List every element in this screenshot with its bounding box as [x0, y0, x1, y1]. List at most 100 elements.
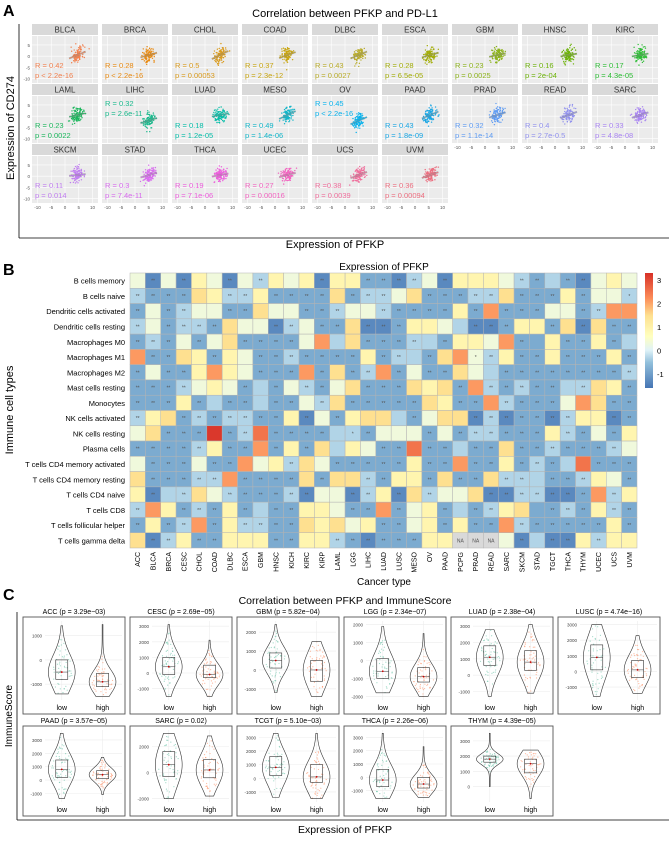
- data-point: [636, 664, 637, 665]
- significance-mark: **: [151, 279, 155, 285]
- group-label-low: low: [271, 705, 282, 712]
- significance-mark: **: [197, 340, 201, 346]
- data-point: [80, 107, 81, 108]
- data-point: [325, 668, 326, 669]
- data-point: [640, 58, 641, 59]
- significance-mark: **: [566, 493, 570, 499]
- data-point: [107, 680, 108, 681]
- heatmap-cell: [591, 502, 606, 517]
- data-point: [572, 104, 573, 105]
- data-point: [149, 131, 150, 132]
- data-point: [149, 114, 150, 115]
- data-point: [164, 688, 165, 689]
- significance-mark: **: [581, 386, 585, 392]
- data-point: [324, 680, 325, 681]
- data-point: [431, 47, 432, 48]
- significance-mark: **: [136, 294, 140, 300]
- data-point: [490, 630, 491, 631]
- data-point: [637, 44, 638, 45]
- group-label-high: high: [417, 705, 430, 712]
- data-point: [277, 648, 278, 649]
- data-point: [424, 661, 425, 662]
- data-point: [210, 663, 211, 664]
- data-point: [75, 60, 76, 61]
- data-point: [498, 109, 499, 110]
- data-point: [281, 53, 282, 54]
- y-tick-label: 0: [27, 174, 30, 179]
- data-point: [357, 127, 358, 128]
- data-point: [429, 58, 430, 59]
- significance-mark: **: [551, 386, 555, 392]
- data-point: [637, 649, 638, 650]
- x-tick-label: -5: [119, 205, 123, 210]
- correlation-p: p = 1.2e-05: [175, 131, 213, 140]
- significance-mark: **: [335, 355, 339, 361]
- data-point: [424, 54, 425, 55]
- data-point: [215, 169, 216, 170]
- data-point: [149, 176, 150, 177]
- data-point: [432, 180, 433, 181]
- data-point: [79, 117, 80, 118]
- significance-mark: **: [520, 493, 524, 499]
- data-point: [425, 169, 426, 170]
- y-tick-label: 1000: [139, 655, 150, 660]
- data-point: [81, 116, 82, 117]
- row-label: Plasma cells: [83, 445, 125, 454]
- significance-mark: **: [428, 447, 432, 453]
- data-point: [318, 645, 319, 646]
- x-tick-label: -5: [259, 205, 263, 210]
- data-point: [572, 105, 573, 106]
- significance-mark: **: [305, 431, 309, 437]
- data-point: [636, 120, 637, 121]
- violin-panel-lgg: LGG (p = 2.34e−07)200010000-1000-2000low…: [344, 609, 446, 714]
- data-point: [416, 688, 417, 689]
- significance-mark: **: [166, 340, 170, 346]
- data-point: [144, 123, 145, 124]
- group-label-high: high: [631, 705, 644, 712]
- data-point: [99, 667, 100, 668]
- data-point: [635, 679, 636, 680]
- group-label-high: high: [96, 705, 109, 712]
- row-label: Dendritic cells resting: [54, 322, 125, 331]
- data-point: [213, 53, 214, 54]
- significance-mark: **: [428, 431, 432, 437]
- legend-tick-label: 3: [657, 276, 661, 285]
- data-point: [638, 688, 639, 689]
- x-tick-label: 5: [357, 205, 360, 210]
- data-point: [322, 652, 323, 653]
- x-tick-label: 0: [64, 205, 67, 210]
- data-point: [143, 171, 144, 172]
- significance-mark: **: [259, 477, 263, 483]
- data-point: [284, 58, 285, 59]
- data-point: [77, 171, 78, 172]
- data-point: [534, 659, 535, 660]
- significance-mark: **: [259, 370, 263, 376]
- x-tick-label: 10: [440, 205, 446, 210]
- data-point: [75, 166, 76, 167]
- data-point: [601, 675, 602, 676]
- significance-mark: **: [182, 447, 186, 453]
- data-point: [93, 687, 94, 688]
- heatmap-cell: [499, 288, 514, 303]
- data-point: [283, 48, 284, 49]
- data-point: [565, 53, 566, 54]
- data-point: [590, 641, 591, 642]
- data-point: [280, 173, 281, 174]
- data-point: [217, 108, 218, 109]
- data-point: [363, 169, 364, 170]
- heatmap-cell: [299, 273, 314, 288]
- data-point: [425, 171, 426, 172]
- heatmap-cell: [130, 349, 145, 364]
- data-point: [530, 651, 531, 652]
- data-point: [326, 670, 327, 671]
- data-point: [365, 57, 366, 58]
- heatmap-cell: [422, 380, 437, 395]
- data-point: [413, 681, 414, 682]
- y-tick-label: -1000: [30, 682, 42, 687]
- data-point: [498, 656, 499, 657]
- data-point: [167, 644, 168, 645]
- data-point: [636, 52, 637, 53]
- data-point: [70, 46, 71, 47]
- data-point: [316, 657, 317, 658]
- data-point: [524, 646, 525, 647]
